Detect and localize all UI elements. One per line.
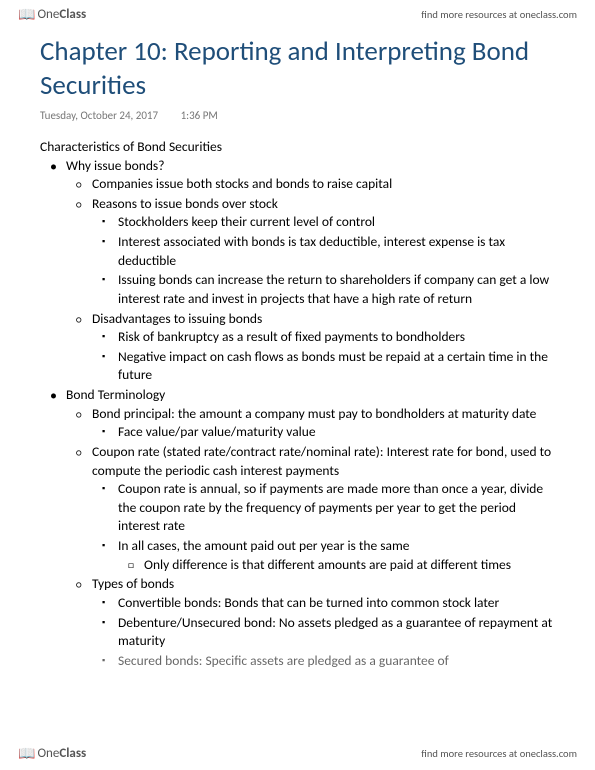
footer-link[interactable]: find more resources at oneclass.com xyxy=(421,747,577,760)
item-text: Companies issue both stocks and bonds to… xyxy=(92,175,392,192)
list-item: Stockholders keep their current level of… xyxy=(92,213,555,232)
list-item: Types of bonds Convertible bonds: Bonds … xyxy=(66,575,555,670)
list-item: Bond Terminology Bond principal: the amo… xyxy=(40,386,555,670)
item-text: Bond principal: the amount a company mus… xyxy=(92,405,536,422)
item-text: Why issue bonds? xyxy=(66,157,164,174)
meta-date: Tuesday, October 24, 2017 xyxy=(40,109,158,122)
list-item: Convertible bonds: Bonds that can be tur… xyxy=(92,594,555,613)
item-text: Interest associated with bonds is tax de… xyxy=(118,233,505,269)
page-title: Chapter 10: Reporting and Interpreting B… xyxy=(40,35,555,103)
section-title: Characteristics of Bond Securities xyxy=(40,138,555,155)
meta-time: 1:36 PM xyxy=(181,109,218,122)
logo-bold: Class xyxy=(59,7,86,22)
list-item: Bond principal: the amount a company mus… xyxy=(66,405,555,442)
logo: 📖 OneClass xyxy=(18,6,86,23)
item-text: Coupon rate is annual, so if payments ar… xyxy=(118,480,543,534)
list-item: Risk of bankruptcy as a result of fixed … xyxy=(92,328,555,347)
header-bar: 📖 OneClass find more resources at onecla… xyxy=(0,0,595,25)
item-text: Convertible bonds: Bonds that can be tur… xyxy=(118,594,499,611)
page-content: Chapter 10: Reporting and Interpreting B… xyxy=(0,25,595,670)
list-item: Only difference is that different amount… xyxy=(118,556,555,575)
item-text: Bond Terminology xyxy=(66,386,165,403)
logo-pre: One xyxy=(37,7,59,22)
list-item: Reasons to issue bonds over stock Stockh… xyxy=(66,195,555,309)
item-text: Face value/par value/maturity value xyxy=(118,423,316,440)
list-item: Why issue bonds? Companies issue both st… xyxy=(40,157,555,386)
item-text: Types of bonds xyxy=(92,575,174,592)
item-text: Secured bonds: Specific assets are pledg… xyxy=(118,652,449,669)
footer-bar: 📖 OneClass find more resources at onecla… xyxy=(0,741,595,770)
book-icon: 📖 xyxy=(18,745,35,762)
list-item: In all cases, the amount paid out per ye… xyxy=(92,537,555,574)
item-text: Stockholders keep their current level of… xyxy=(118,213,375,230)
item-text: Reasons to issue bonds over stock xyxy=(92,195,278,212)
list-item: Debenture/Unsecured bond: No assets pled… xyxy=(92,614,555,651)
item-text: Issuing bonds can increase the return to… xyxy=(118,271,549,307)
list-item: Secured bonds: Specific assets are pledg… xyxy=(92,652,555,671)
item-text: Coupon rate (stated rate/contract rate/n… xyxy=(92,443,551,479)
list-item: Issuing bonds can increase the return to… xyxy=(92,271,555,308)
outline: Why issue bonds? Companies issue both st… xyxy=(40,157,555,671)
item-text: Disadvantages to issuing bonds xyxy=(92,310,262,327)
logo-pre: One xyxy=(37,746,59,761)
item-text: Risk of bankruptcy as a result of fixed … xyxy=(118,328,465,345)
book-icon: 📖 xyxy=(18,6,35,23)
item-text: Negative impact on cash flows as bonds m… xyxy=(118,348,548,384)
item-text: In all cases, the amount paid out per ye… xyxy=(118,537,410,554)
list-item: Interest associated with bonds is tax de… xyxy=(92,233,555,270)
item-text: Only difference is that different amount… xyxy=(144,556,511,573)
footer-logo: 📖 OneClass xyxy=(18,745,86,762)
meta-line: Tuesday, October 24, 2017 1:36 PM xyxy=(40,109,555,122)
list-item: Disadvantages to issuing bonds Risk of b… xyxy=(66,310,555,386)
logo-bold: Class xyxy=(59,746,86,761)
header-link[interactable]: find more resources at oneclass.com xyxy=(421,8,577,21)
list-item: Face value/par value/maturity value xyxy=(92,423,555,442)
list-item: Companies issue both stocks and bonds to… xyxy=(66,175,555,194)
list-item: Coupon rate is annual, so if payments ar… xyxy=(92,480,555,536)
list-item: Negative impact on cash flows as bonds m… xyxy=(92,348,555,385)
list-item: Coupon rate (stated rate/contract rate/n… xyxy=(66,443,555,574)
item-text: Debenture/Unsecured bond: No assets pled… xyxy=(118,614,552,650)
